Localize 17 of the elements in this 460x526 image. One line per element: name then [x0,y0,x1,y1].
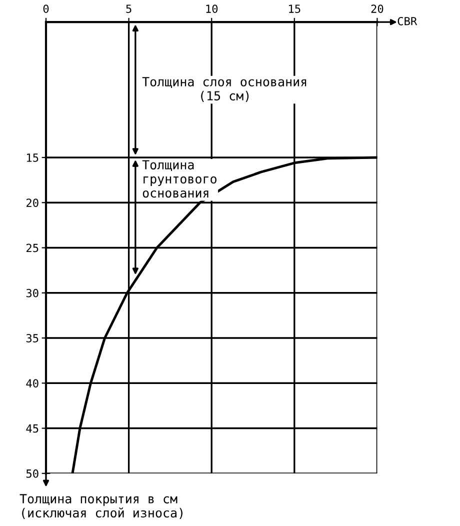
y-tick-label: 40 [26,379,38,388]
x-axis-title: CBR [398,16,418,26]
annotation: Толщина грунтового основания [142,160,216,198]
x-tick-label: 15 [289,4,300,13]
annotation: Толщина слоя основания (15 см) [142,77,306,102]
text: Толщина покрытия в см (исключая слой износа) [20,494,182,519]
y-tick-label: 35 [26,334,38,342]
y-tick-label: 30 [26,288,38,298]
x-tick-label: 10 [206,4,218,13]
y-tick-label: 50 [26,469,38,478]
y-tick-label: 45 [26,424,38,433]
y-tick-label: 15 [27,154,38,162]
x-tick-label: 5 [126,4,132,13]
y-tick-label: 25 [26,244,38,252]
x-tick-label: 20 [371,4,384,13]
y-tick-label: 20 [26,198,38,208]
x-tick-label: 0 [43,4,49,13]
